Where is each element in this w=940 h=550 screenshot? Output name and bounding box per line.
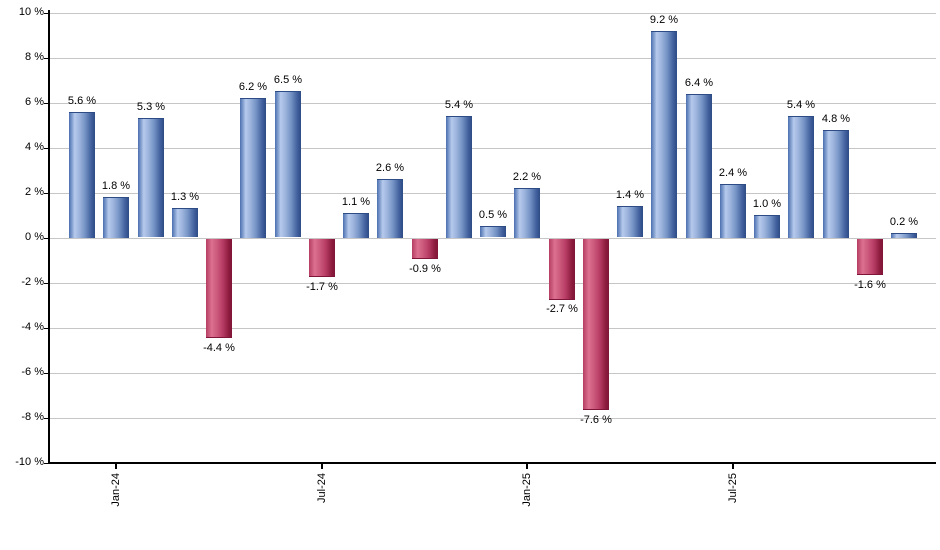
y-axis-tick-label: 2 %	[25, 186, 44, 198]
gridline-6pct	[49, 103, 936, 104]
x-axis-tick-label-text: Jul-25	[727, 473, 739, 503]
gridline-8pct	[49, 58, 936, 59]
bar-Jun-24	[275, 91, 301, 237]
bar-Feb-25	[549, 239, 575, 300]
bar-value-label-Apr-25: 1.4 %	[615, 189, 645, 201]
bar-Dec-25	[891, 233, 917, 238]
y-axis-tick-label: -10 %	[15, 456, 44, 468]
bar-value-label-Aug-24: 1.1 %	[341, 196, 371, 208]
x-axis-tick	[732, 464, 734, 469]
y-axis-tick-label: 4 %	[25, 141, 44, 153]
bar-value-label-Jul-24: -1.7 %	[306, 281, 338, 293]
bar-Oct-25	[823, 130, 849, 238]
x-axis-tick-label-text: Jul-24	[316, 473, 328, 503]
bar-Aug-24	[343, 213, 369, 238]
y-axis-tick-label: -4 %	[21, 321, 44, 333]
y-axis-tick	[44, 58, 48, 59]
bar-Apr-25	[617, 206, 643, 237]
bar-value-label-Jul-25: 2.4 %	[718, 167, 748, 179]
y-axis-tick	[44, 283, 48, 284]
x-axis-tick-label: Jan-24	[110, 469, 123, 509]
x-axis-tick-label-text: Jan-25	[521, 473, 533, 507]
gridline-4pct	[49, 148, 936, 149]
bar-Nov-24	[446, 116, 472, 238]
bar-value-label-Feb-25: -2.7 %	[546, 303, 578, 315]
y-axis-tick	[44, 13, 48, 14]
y-axis-tick-label: 0 %	[25, 231, 44, 243]
y-axis-tick	[44, 373, 48, 374]
bar-value-label-Dec-25: 0.2 %	[889, 216, 919, 228]
bar-value-label-Apr-24: -4.4 %	[203, 342, 235, 354]
bar-value-label-Sep-24: 2.6 %	[375, 162, 405, 174]
x-axis-tick	[115, 464, 117, 469]
x-axis-tick-label: Jul-25	[727, 469, 740, 509]
y-axis-tick-label: 10 %	[18, 6, 44, 18]
bar-value-label-Oct-24: -0.9 %	[409, 263, 441, 275]
bar-Sep-25	[788, 116, 814, 238]
bar-value-label-Mar-24: 1.3 %	[170, 191, 200, 203]
bar-Aug-25	[754, 215, 780, 238]
bar-value-label-May-25: 9.2 %	[649, 14, 679, 26]
y-axis-tick	[44, 328, 48, 329]
y-axis-tick-label: -2 %	[21, 276, 44, 288]
gridline--2pct	[49, 283, 936, 284]
y-axis-tick	[44, 238, 48, 239]
gridline--4pct	[49, 328, 936, 329]
bar-Apr-24	[206, 239, 232, 338]
gridline-10pct	[49, 13, 936, 14]
bar-value-label-Oct-25: 4.8 %	[821, 113, 851, 125]
y-axis-tick	[44, 193, 48, 194]
x-axis-tick	[321, 464, 323, 469]
bar-May-24	[240, 98, 266, 238]
bar-value-label-Jun-25: 6.4 %	[684, 77, 714, 89]
y-axis-tick-label: -8 %	[21, 411, 44, 423]
gridline--6pct	[49, 373, 936, 374]
gridline-0pct	[49, 238, 936, 239]
bar-May-25	[651, 31, 677, 238]
bar-Jul-25	[720, 184, 746, 238]
bar-value-label-Jan-24: 1.8 %	[101, 180, 131, 192]
bar-value-label-Aug-25: 1.0 %	[752, 198, 782, 210]
bar-Oct-24	[412, 239, 438, 259]
y-axis-tick	[44, 103, 48, 104]
bar-value-label-Nov-24: 5.4 %	[444, 99, 474, 111]
bar-Jan-24	[103, 197, 129, 238]
gridline--8pct	[49, 418, 936, 419]
bar-value-label-Jun-24: 6.5 %	[273, 74, 303, 86]
bar-value-label-Mar-25: -7.6 %	[580, 414, 612, 426]
bar-value-label-Nov-25: -1.6 %	[854, 279, 886, 291]
bar-Dec-24	[480, 226, 506, 237]
bar-Jun-25	[686, 94, 712, 238]
y-axis-tick-label: 8 %	[25, 51, 44, 63]
x-axis-tick-label-text: Jan-24	[110, 473, 122, 507]
y-axis-tick-label: 6 %	[25, 96, 44, 108]
y-axis-tick	[44, 463, 48, 464]
x-axis-tick-label: Jan-25	[521, 469, 534, 509]
bar-Nov-25	[857, 239, 883, 275]
bar-value-label-Dec-24: 0.5 %	[478, 209, 508, 221]
y-axis-tick	[44, 148, 48, 149]
x-axis-line	[48, 462, 936, 464]
bar-value-label-Dec-23: 5.6 %	[67, 95, 97, 107]
y-axis-line	[48, 10, 50, 464]
bar-Mar-25	[583, 239, 609, 410]
y-axis-tick-label: -6 %	[21, 366, 44, 378]
bar-value-label-Feb-24: 5.3 %	[136, 101, 166, 113]
bar-Mar-24	[172, 208, 198, 237]
bar-Feb-24	[138, 118, 164, 237]
gridline-2pct	[49, 193, 936, 194]
x-axis-tick-label: Jul-24	[316, 469, 329, 509]
bar-value-label-Jan-25: 2.2 %	[512, 171, 542, 183]
bar-Jan-25	[514, 188, 540, 238]
bar-Dec-23	[69, 112, 95, 238]
x-axis-tick	[526, 464, 528, 469]
bar-Sep-24	[377, 179, 403, 238]
y-axis-tick	[44, 418, 48, 419]
bar-Jul-24	[309, 239, 335, 277]
bar-value-label-May-24: 6.2 %	[238, 81, 268, 93]
bar-value-label-Sep-25: 5.4 %	[786, 99, 816, 111]
